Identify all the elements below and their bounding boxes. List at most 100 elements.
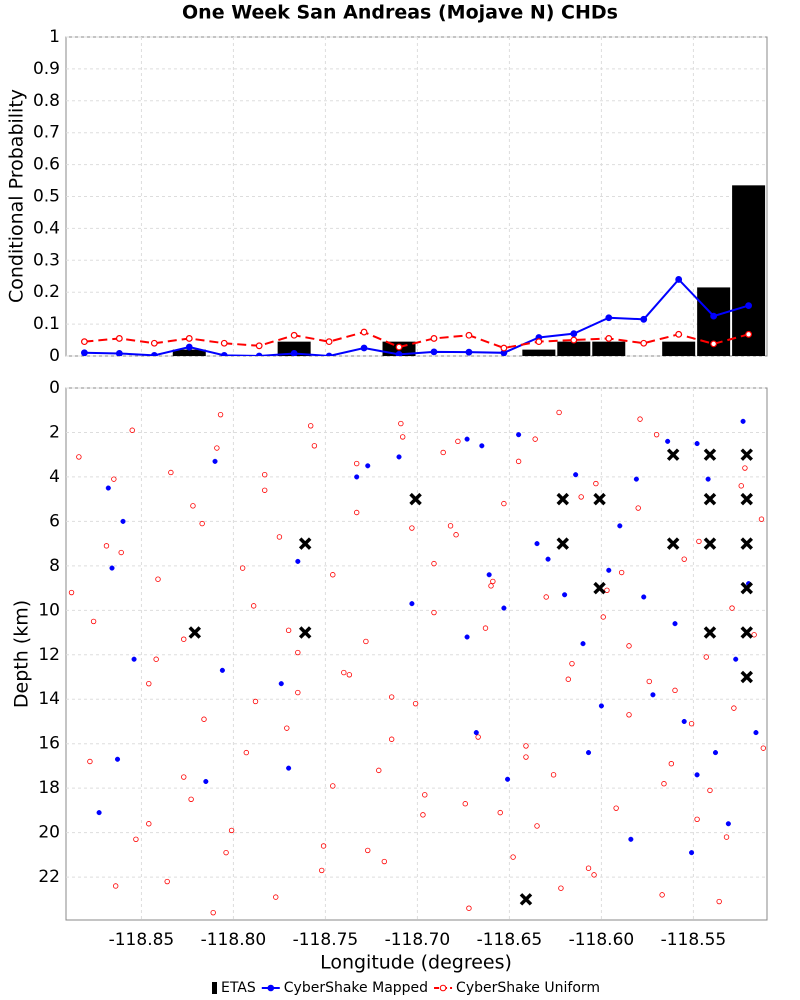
point [703, 537, 717, 550]
y-tick-label: 0.4 [33, 218, 60, 238]
point [286, 765, 292, 771]
point [400, 434, 406, 440]
y-tick-label: 8 [49, 556, 60, 576]
point [666, 537, 680, 550]
point [486, 572, 492, 578]
point [626, 643, 632, 649]
point [118, 549, 124, 556]
point [606, 567, 612, 573]
point [591, 872, 597, 878]
point [745, 330, 753, 338]
point [181, 636, 187, 642]
point [740, 581, 753, 595]
point [239, 565, 246, 571]
point [295, 649, 301, 656]
point [593, 492, 606, 506]
point [605, 314, 613, 322]
point [212, 458, 218, 464]
point [214, 445, 220, 451]
point [190, 503, 196, 509]
y-tick-label: 2 [49, 422, 60, 442]
point [626, 712, 632, 718]
point [464, 634, 470, 640]
point [731, 705, 737, 711]
point [90, 618, 97, 625]
x-tick-label: -118.65 [477, 930, 543, 950]
point [396, 454, 402, 460]
point [278, 681, 284, 687]
point [637, 416, 643, 422]
point [146, 821, 152, 827]
point [558, 885, 564, 891]
y-tick-label: 0.3 [33, 250, 60, 270]
point [255, 342, 263, 350]
point [188, 796, 194, 802]
point [223, 849, 229, 856]
point [365, 847, 371, 854]
point [650, 692, 656, 698]
point [252, 698, 259, 705]
point [710, 340, 718, 348]
x-tick-label: -118.85 [109, 930, 175, 950]
point [500, 344, 508, 352]
legend-swatch [267, 984, 275, 992]
point [354, 460, 360, 467]
point [740, 418, 746, 424]
point [168, 469, 174, 476]
point [210, 909, 216, 916]
legend-label: CyberShake Mapped [284, 980, 428, 996]
point [228, 827, 235, 834]
point [243, 749, 250, 756]
point [133, 836, 139, 842]
chart-title: One Week San Andreas (Mojave N) CHDs [182, 2, 618, 24]
point [635, 505, 641, 511]
point [628, 836, 634, 842]
point [155, 576, 161, 582]
point [488, 583, 494, 589]
point [150, 351, 158, 356]
y-tick-label: 10 [38, 600, 60, 620]
point [285, 627, 292, 634]
point [376, 767, 382, 774]
bar [662, 341, 696, 356]
point [360, 344, 368, 352]
point [363, 638, 369, 645]
point [534, 823, 540, 829]
point [532, 436, 538, 442]
point [80, 338, 88, 346]
point [298, 537, 312, 550]
point [365, 463, 371, 469]
point [618, 569, 625, 576]
point [740, 670, 753, 684]
point [694, 441, 700, 447]
point [87, 758, 93, 765]
point [760, 745, 767, 751]
point [420, 812, 426, 818]
point [409, 601, 415, 607]
legend-swatch [212, 982, 217, 994]
point [573, 472, 579, 478]
point [600, 614, 606, 620]
point [519, 893, 533, 906]
point [220, 351, 228, 356]
point [440, 449, 446, 456]
legend-label: CyberShake Uniform [456, 980, 600, 996]
point [262, 487, 268, 493]
point [705, 476, 711, 482]
y-tick-label: 0.5 [33, 187, 60, 207]
point [217, 411, 224, 418]
point [710, 312, 718, 320]
y-axis-label: Conditional Probability [6, 89, 28, 303]
point [501, 605, 507, 611]
point [570, 336, 578, 344]
point [661, 781, 667, 787]
plot-area [65, 387, 768, 921]
point [68, 589, 75, 596]
point [523, 743, 529, 749]
legend: ETAS CyberShake Mapped CyberShake Uniform [212, 980, 600, 996]
point [262, 472, 268, 478]
y-tick-label: 22 [38, 867, 60, 887]
point [740, 626, 753, 639]
point [703, 626, 717, 639]
bar [172, 349, 206, 356]
